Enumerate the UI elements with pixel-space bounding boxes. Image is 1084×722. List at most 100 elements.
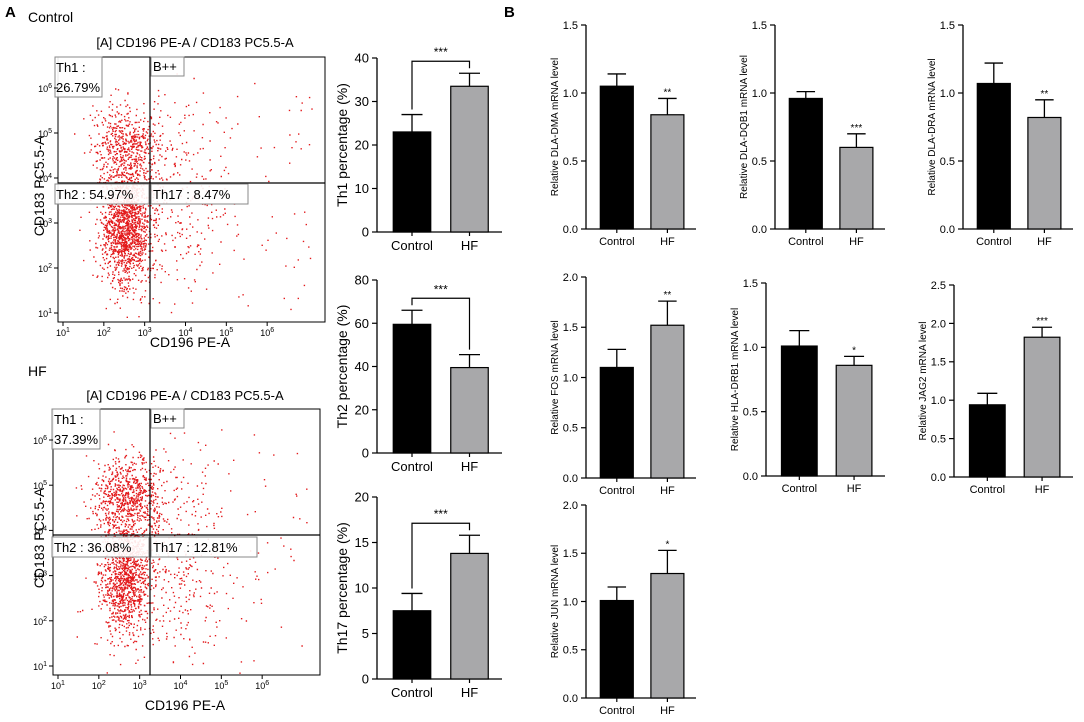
x-tick-label: 106 xyxy=(260,327,274,338)
x-tick-label: 102 xyxy=(92,680,106,691)
y-tick-label: 0.5 xyxy=(563,423,578,435)
y-axis-label: Th17 percentage (%) xyxy=(334,522,350,654)
x-tick-label: Control xyxy=(782,483,817,495)
x-tick-label: Control xyxy=(599,485,634,497)
y-tick-label: 10 xyxy=(355,181,369,196)
y-tick-label: 0.0 xyxy=(563,473,578,485)
bar-control xyxy=(780,345,818,477)
y-tick-label: 0.5 xyxy=(931,433,946,445)
bar-hf xyxy=(650,572,685,699)
bar-hf xyxy=(450,366,489,454)
flow-q-th17-box xyxy=(150,536,258,558)
y-tick-label: 0.5 xyxy=(563,156,578,168)
flow-q-th1-name: Th1 : xyxy=(56,60,86,75)
chart-dla-dqb1: 0.0 0.5 1.0 1.5 Relative DLA-DQB1 mRNA level… xyxy=(739,20,885,248)
significance-label: * xyxy=(852,345,856,356)
bar-hf xyxy=(835,364,873,477)
flow-q-bpp-box xyxy=(150,408,185,429)
flow-group-label: HF xyxy=(28,363,47,379)
y-tick-label: 1.5 xyxy=(563,548,578,560)
y-tick-label: 0.0 xyxy=(940,224,955,236)
flow-q-th2: Th2 : 54.97% xyxy=(56,187,134,202)
y-tick-label: 20 xyxy=(355,138,369,153)
x-tick-label: 106 xyxy=(255,680,269,691)
x-tick-label: 101 xyxy=(56,327,70,338)
y-tick-label: 104 xyxy=(38,173,52,184)
flow-x-axis-label: CD196 PE-A xyxy=(145,697,226,713)
y-tick-label: 106 xyxy=(33,435,47,446)
y-tick-label: 60 xyxy=(355,316,369,331)
flow-log-ticks: 101 101 102 102 103 103 104 104 105 105 106 106 xyxy=(38,83,274,338)
bar-control xyxy=(392,323,432,454)
y-tick-label: 0.5 xyxy=(563,645,578,657)
y-axis-label: Relative HLA-DRB1 mRNA level xyxy=(730,308,741,451)
bar-hf xyxy=(650,324,685,479)
y-axis-label: Relative JAG2 mRNA level xyxy=(918,322,929,441)
flow-y-axis-label: CD183 PC5.5-A xyxy=(31,135,47,236)
bar-hf xyxy=(1027,116,1062,230)
x-tick-label: 105 xyxy=(219,327,233,338)
x-tick-label: HF xyxy=(1035,484,1050,496)
y-tick-label: 5 xyxy=(362,626,369,641)
panel-b-label: B xyxy=(504,4,515,21)
y-tick-label: 0.0 xyxy=(563,224,578,236)
bar-control xyxy=(968,404,1006,478)
y-tick-label: 1.0 xyxy=(743,342,758,354)
y-tick-label: 0.0 xyxy=(563,693,578,705)
y-tick-label: 0.0 xyxy=(931,472,946,484)
flow-q-th17: Th17 : 12.81% xyxy=(153,540,238,555)
y-axis-label: Th2 percentage (%) xyxy=(334,305,350,429)
y-tick-label: 1.0 xyxy=(563,596,578,608)
flow-q-th2-box xyxy=(54,183,150,205)
y-tick-label: 2.0 xyxy=(931,318,946,330)
y-tick-label: 0.0 xyxy=(752,224,767,236)
x-tick-label: HF xyxy=(461,459,478,474)
y-tick-label: 103 xyxy=(38,218,52,229)
x-tick-label: HF xyxy=(461,685,478,700)
y-tick-label: 1.5 xyxy=(563,322,578,334)
y-tick-label: 10 xyxy=(355,581,369,596)
y-tick-label: 15 xyxy=(355,535,369,550)
x-tick-label: Control xyxy=(391,459,433,474)
flow-q-th1-value: 37.39% xyxy=(54,432,99,447)
x-tick-label: 104 xyxy=(174,680,188,691)
flow-q-bpp-box xyxy=(150,56,185,77)
chart-th1: 0 10 20 30 40 Th1 percentage (%) Control HF *** xyxy=(334,45,502,253)
y-tick-label: 103 xyxy=(33,571,47,582)
y-tick-label: 101 xyxy=(38,308,52,319)
y-tick-label: 0.0 xyxy=(743,471,758,483)
y-axis-label: Relative JUN mRNA level xyxy=(550,545,561,658)
flow-q-th17: Th17 : 8.47% xyxy=(153,187,231,202)
flow-group-label: Control xyxy=(28,9,73,25)
scatter-points xyxy=(75,429,308,674)
y-tick-label: 1.5 xyxy=(743,278,758,290)
flow-q-th1-name: Th1 : xyxy=(54,412,84,427)
bar-control xyxy=(599,85,634,230)
flow-panel-hf: HF [A] CD196 PE-A / CD183 PC5.5-A CD183 … xyxy=(28,363,321,713)
y-tick-label: 104 xyxy=(33,525,47,536)
y-tick-label: 1.5 xyxy=(931,357,946,369)
bar-hf xyxy=(450,552,489,680)
y-tick-label: 2.0 xyxy=(563,272,578,284)
x-tick-label: 101 xyxy=(51,680,65,691)
flow-scatter-dots xyxy=(75,429,308,674)
y-tick-label: 1.0 xyxy=(931,395,946,407)
y-tick-label: 1.5 xyxy=(752,20,767,32)
flow-y-axis-label: CD183 PC5.5-A xyxy=(31,487,47,588)
y-tick-label: 1.5 xyxy=(563,20,578,32)
x-tick-label: HF xyxy=(660,705,675,717)
y-tick-label: 102 xyxy=(33,616,47,627)
y-tick-label: 105 xyxy=(38,128,52,139)
bar-hf xyxy=(1023,336,1061,478)
x-tick-label: 105 xyxy=(214,680,228,691)
y-tick-label: 1.5 xyxy=(940,20,955,32)
x-tick-label: HF xyxy=(461,238,478,253)
flow-gate-title: [A] CD196 PE-A / CD183 PC5.5-A xyxy=(96,35,294,50)
significance-label: *** xyxy=(434,45,448,59)
significance-label: *** xyxy=(1036,316,1048,327)
significance-label: *** xyxy=(434,507,448,521)
x-tick-label: Control xyxy=(599,705,634,717)
y-tick-label: 1.0 xyxy=(752,88,767,100)
significance-label: *** xyxy=(851,123,863,134)
